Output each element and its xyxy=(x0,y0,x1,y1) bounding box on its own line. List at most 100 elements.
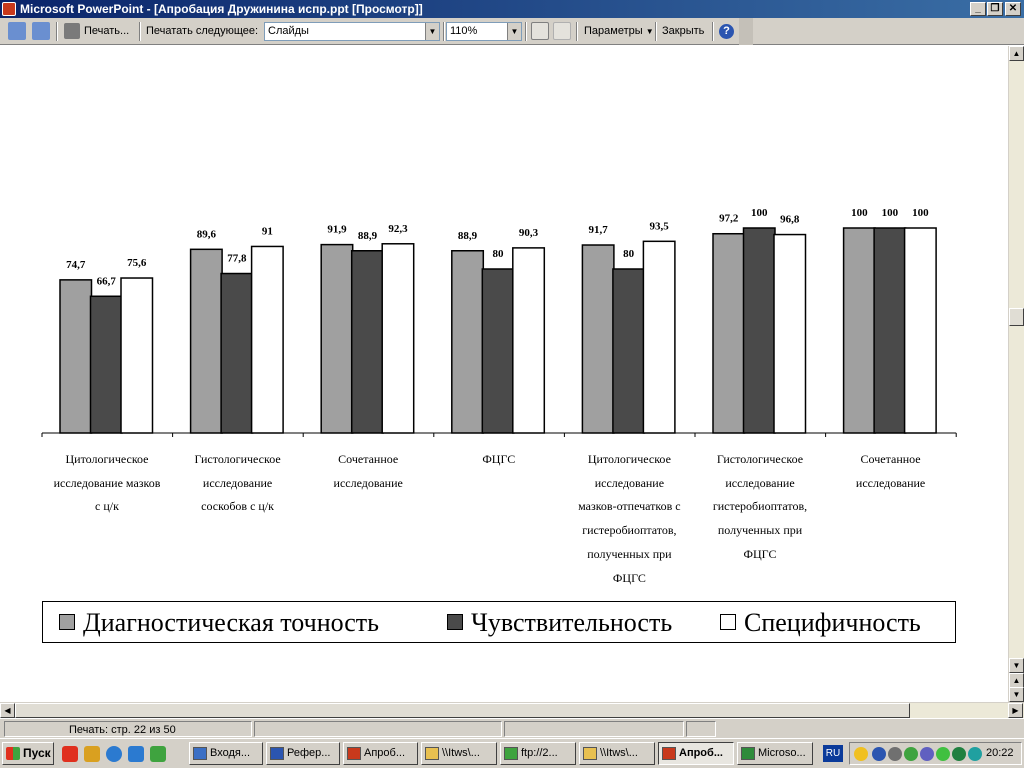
volume-icon[interactable] xyxy=(968,747,982,761)
horizontal-scrollbar[interactable]: ◀ ▶ xyxy=(0,702,1024,718)
printer-icon xyxy=(64,23,80,39)
antivirus-icon[interactable] xyxy=(952,747,966,761)
vertical-scrollbar[interactable]: ▲ ▼ ▲ ▼ xyxy=(1008,46,1024,702)
legend-swatch xyxy=(59,614,75,631)
bar xyxy=(59,279,93,434)
quick-launch-tool-icon[interactable] xyxy=(84,746,100,762)
bar xyxy=(873,227,907,434)
previous-page-icon[interactable] xyxy=(8,22,26,40)
category-label-line: с ц/к xyxy=(95,499,119,514)
scroll-right-icon[interactable]: ▶ xyxy=(1008,703,1023,718)
quick-launch-desktop-icon[interactable] xyxy=(128,746,144,762)
language-indicator[interactable]: RU xyxy=(823,745,843,762)
slide-preview: 74,7 66,7 75,6 89,6 77,8 91 91,9 88,9 92,3 88,9 80… xyxy=(0,46,1008,702)
task-label: Входя... xyxy=(210,747,251,759)
category-label-line: ФЦГС xyxy=(482,452,516,466)
taskbar-task[interactable]: Рефер... xyxy=(266,742,340,765)
messenger-icon[interactable] xyxy=(920,747,934,761)
data-label: 90,3 xyxy=(519,227,539,239)
icq-icon[interactable] xyxy=(936,747,950,761)
taskbar-task[interactable]: \\Itws\... xyxy=(421,742,497,765)
task-label: Рефер... xyxy=(287,747,331,759)
options-label: Параметры xyxy=(584,25,643,37)
previous-slide-icon[interactable]: ▲ xyxy=(1009,673,1024,688)
taskbar-task[interactable]: Microso... xyxy=(737,742,813,765)
data-label: 80 xyxy=(493,248,505,260)
scroll-left-icon[interactable]: ◀ xyxy=(0,703,15,718)
category-tick-label: ФЦГС xyxy=(434,448,564,472)
bar xyxy=(451,250,485,434)
quick-launch-app-icon[interactable] xyxy=(150,746,166,762)
scroll-thumb[interactable] xyxy=(15,703,910,718)
quick-launch-opera-icon[interactable] xyxy=(62,746,78,762)
restore-button[interactable]: ❐ xyxy=(987,2,1003,16)
legend-swatch xyxy=(720,614,736,631)
bar xyxy=(512,247,546,434)
bar xyxy=(773,233,807,434)
start-button[interactable]: Пуск xyxy=(2,742,54,765)
chevron-down-icon: ▼ xyxy=(645,27,654,36)
bar xyxy=(89,295,123,434)
clock: 20:22 xyxy=(986,747,1014,759)
task-app-icon xyxy=(504,747,518,760)
chevron-down-icon[interactable]: ▼ xyxy=(425,23,439,40)
scroll-down-icon[interactable]: ▼ xyxy=(1009,658,1024,673)
legend-label: Диагностическая точность xyxy=(83,608,380,637)
network-icon[interactable] xyxy=(872,747,886,761)
category-label-line: исследование xyxy=(333,475,403,490)
status-bar: Печать: стр. 22 из 50 xyxy=(0,718,1024,738)
chevron-down-icon[interactable]: ▼ xyxy=(507,23,521,40)
data-label: 91 xyxy=(262,225,273,237)
category-label-line: Цитологическое xyxy=(65,452,149,466)
task-app-icon xyxy=(583,747,597,760)
print-what-label: Печатать следующее: xyxy=(146,25,259,37)
category-label-line: полученных при xyxy=(587,546,672,561)
task-app-icon xyxy=(193,747,207,760)
font-bigger-icon[interactable] xyxy=(531,22,549,40)
task-app-icon xyxy=(347,747,361,760)
category-label-line: Сочетанное xyxy=(860,452,921,466)
help-icon[interactable]: ? xyxy=(719,24,734,39)
data-label: 80 xyxy=(623,248,635,260)
bar xyxy=(350,250,384,434)
bar xyxy=(581,244,615,434)
print-button[interactable]: Печать... xyxy=(64,22,136,41)
minimize-button[interactable]: _ xyxy=(970,2,986,16)
disk-icon[interactable] xyxy=(888,747,902,761)
category-tick-label: Цитологическое исследование мазков с ц/к xyxy=(42,448,172,519)
next-slide-icon[interactable]: ▼ xyxy=(1009,687,1024,702)
close-preview-button[interactable]: Закрыть xyxy=(662,25,705,37)
data-label: 74,7 xyxy=(66,259,86,271)
title-bar: Microsoft PowerPoint - [Апробация Дружин… xyxy=(0,0,1024,18)
options-button[interactable]: Параметры ▼ xyxy=(584,22,654,41)
legend-swatch xyxy=(447,614,463,631)
update-icon[interactable] xyxy=(904,747,918,761)
powerpoint-icon xyxy=(2,2,16,16)
next-page-icon[interactable] xyxy=(32,22,50,40)
taskbar-task[interactable]: Апроб... xyxy=(343,742,418,765)
font-smaller-icon[interactable] xyxy=(553,22,571,40)
zoom-select[interactable]: 110% ▼ xyxy=(446,22,522,41)
windows-logo-icon xyxy=(6,747,20,760)
toolbar-options-handle[interactable] xyxy=(739,18,753,45)
category-label-line: полученных при xyxy=(717,523,803,538)
task-app-icon xyxy=(270,747,284,760)
zoom-value: 110% xyxy=(450,25,478,37)
bar xyxy=(189,248,223,434)
taskbar-task[interactable]: Входя... xyxy=(189,742,263,765)
bar xyxy=(120,277,154,434)
shield-icon[interactable] xyxy=(854,747,868,761)
scroll-thumb[interactable] xyxy=(1009,308,1024,326)
category-label-line: ФЦГС xyxy=(612,570,646,585)
scroll-up-icon[interactable]: ▲ xyxy=(1009,46,1024,61)
task-label: ftp://2... xyxy=(521,747,558,759)
close-window-button[interactable]: ✕ xyxy=(1005,2,1021,16)
task-app-icon xyxy=(425,747,439,760)
taskbar-task[interactable]: ftp://2... xyxy=(500,742,576,765)
legend-item-accuracy: Диагностическая точность xyxy=(59,609,379,637)
quick-launch-ie-icon[interactable] xyxy=(106,746,122,762)
data-label: 96,8 xyxy=(780,214,800,226)
print-what-select[interactable]: Слайды ▼ xyxy=(264,22,440,41)
taskbar-task[interactable]: Апроб... xyxy=(658,742,734,765)
taskbar-task[interactable]: \\Itws\... xyxy=(579,742,655,765)
